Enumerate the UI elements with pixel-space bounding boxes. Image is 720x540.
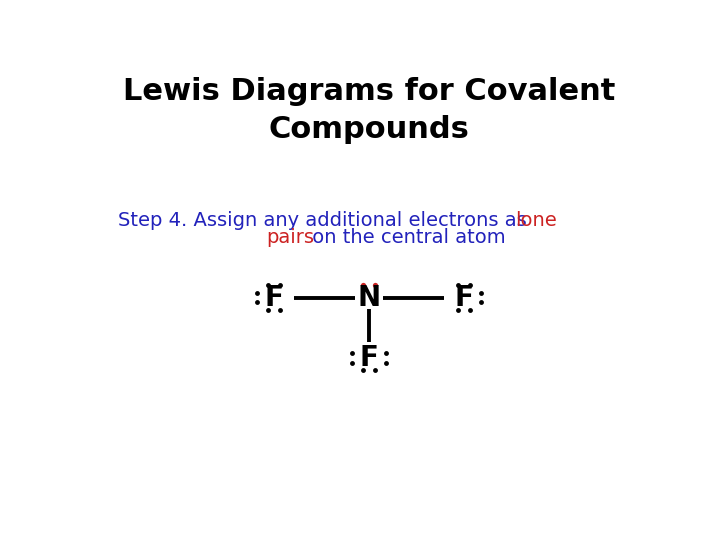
Text: N: N <box>357 284 381 312</box>
Text: lone: lone <box>516 211 557 230</box>
Text: F: F <box>359 344 379 372</box>
Text: on the central atom: on the central atom <box>306 228 505 247</box>
Text: F: F <box>454 284 473 312</box>
Text: Step 4. Assign any additional electrons as: Step 4. Assign any additional electrons … <box>118 211 533 230</box>
Text: F: F <box>265 284 284 312</box>
Text: pairs: pairs <box>266 228 314 247</box>
Text: Lewis Diagrams for Covalent
Compounds: Lewis Diagrams for Covalent Compounds <box>123 77 615 145</box>
